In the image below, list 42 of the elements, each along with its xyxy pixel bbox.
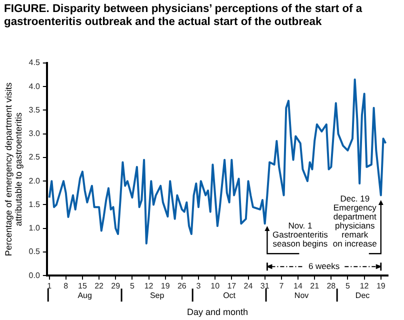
y-tick-label: 0.5 <box>28 247 40 256</box>
annotation: Nov. 1 Gastroenteritis season begins <box>272 220 328 249</box>
chart-title: FIGURE. Disparity between physicians’ perceptions of the start of a gastroenteritis outbreak and the actual start of the outbreak <box>4 3 364 29</box>
text: Sep <box>150 290 165 300</box>
y-tick-label: 4.0 <box>28 82 40 91</box>
x-tick-label: 29 <box>111 282 121 291</box>
x-tick-label: 26 <box>177 282 187 291</box>
y-tick-label: 4.5 <box>28 58 40 68</box>
x-tick-label: 31 <box>260 282 270 291</box>
x-tick-label: 5 <box>130 282 135 291</box>
y-tick-label: 3.5 <box>28 105 40 114</box>
text: Dec <box>355 290 370 300</box>
x-tick-label: 14 <box>294 282 303 291</box>
x-tick-label: 17 <box>227 282 237 291</box>
x-tick-label: 3 <box>196 282 202 291</box>
y-tick-label: 3.0 <box>28 129 40 138</box>
x-tick-label: 10 <box>210 282 220 291</box>
x-tick-label: 7 <box>279 282 284 291</box>
text: Aug <box>78 290 92 300</box>
x-tick-label: 19 <box>376 282 386 291</box>
text: Nov <box>294 290 309 300</box>
x-tick-label: 15 <box>78 282 88 291</box>
x-tick-label: 12 <box>360 282 370 291</box>
text: Oct <box>223 290 236 300</box>
annotation: 6 weeks <box>308 260 340 271</box>
x-tick-label: 8 <box>64 282 69 291</box>
x-tick-label: 21 <box>310 282 320 291</box>
annotation: Dec. 19 Emergency department physicians remark on increase <box>332 194 378 249</box>
y-tick-label: 2.5 <box>28 152 40 162</box>
x-tick-label: 1 <box>47 282 52 291</box>
x-tick-label: 28 <box>326 282 336 291</box>
y-tick-label: 1.0 <box>28 224 40 233</box>
y-tick-label: 2.0 <box>28 176 40 186</box>
x-tick-label: 12 <box>144 282 154 291</box>
y-tick-label: 1.5 <box>28 200 40 209</box>
y-axis-title: Percentage of emergency department visits attributable to gastroenteritis <box>3 82 24 256</box>
x-tick-label: 5 <box>346 282 351 291</box>
x-tick-label: 19 <box>160 282 170 291</box>
x-axis-title: Day and month <box>186 307 248 318</box>
x-tick-label: 22 <box>94 282 104 291</box>
x-tick-label: 24 <box>244 282 254 291</box>
y-tick-label: 0.0 <box>28 270 40 280</box>
